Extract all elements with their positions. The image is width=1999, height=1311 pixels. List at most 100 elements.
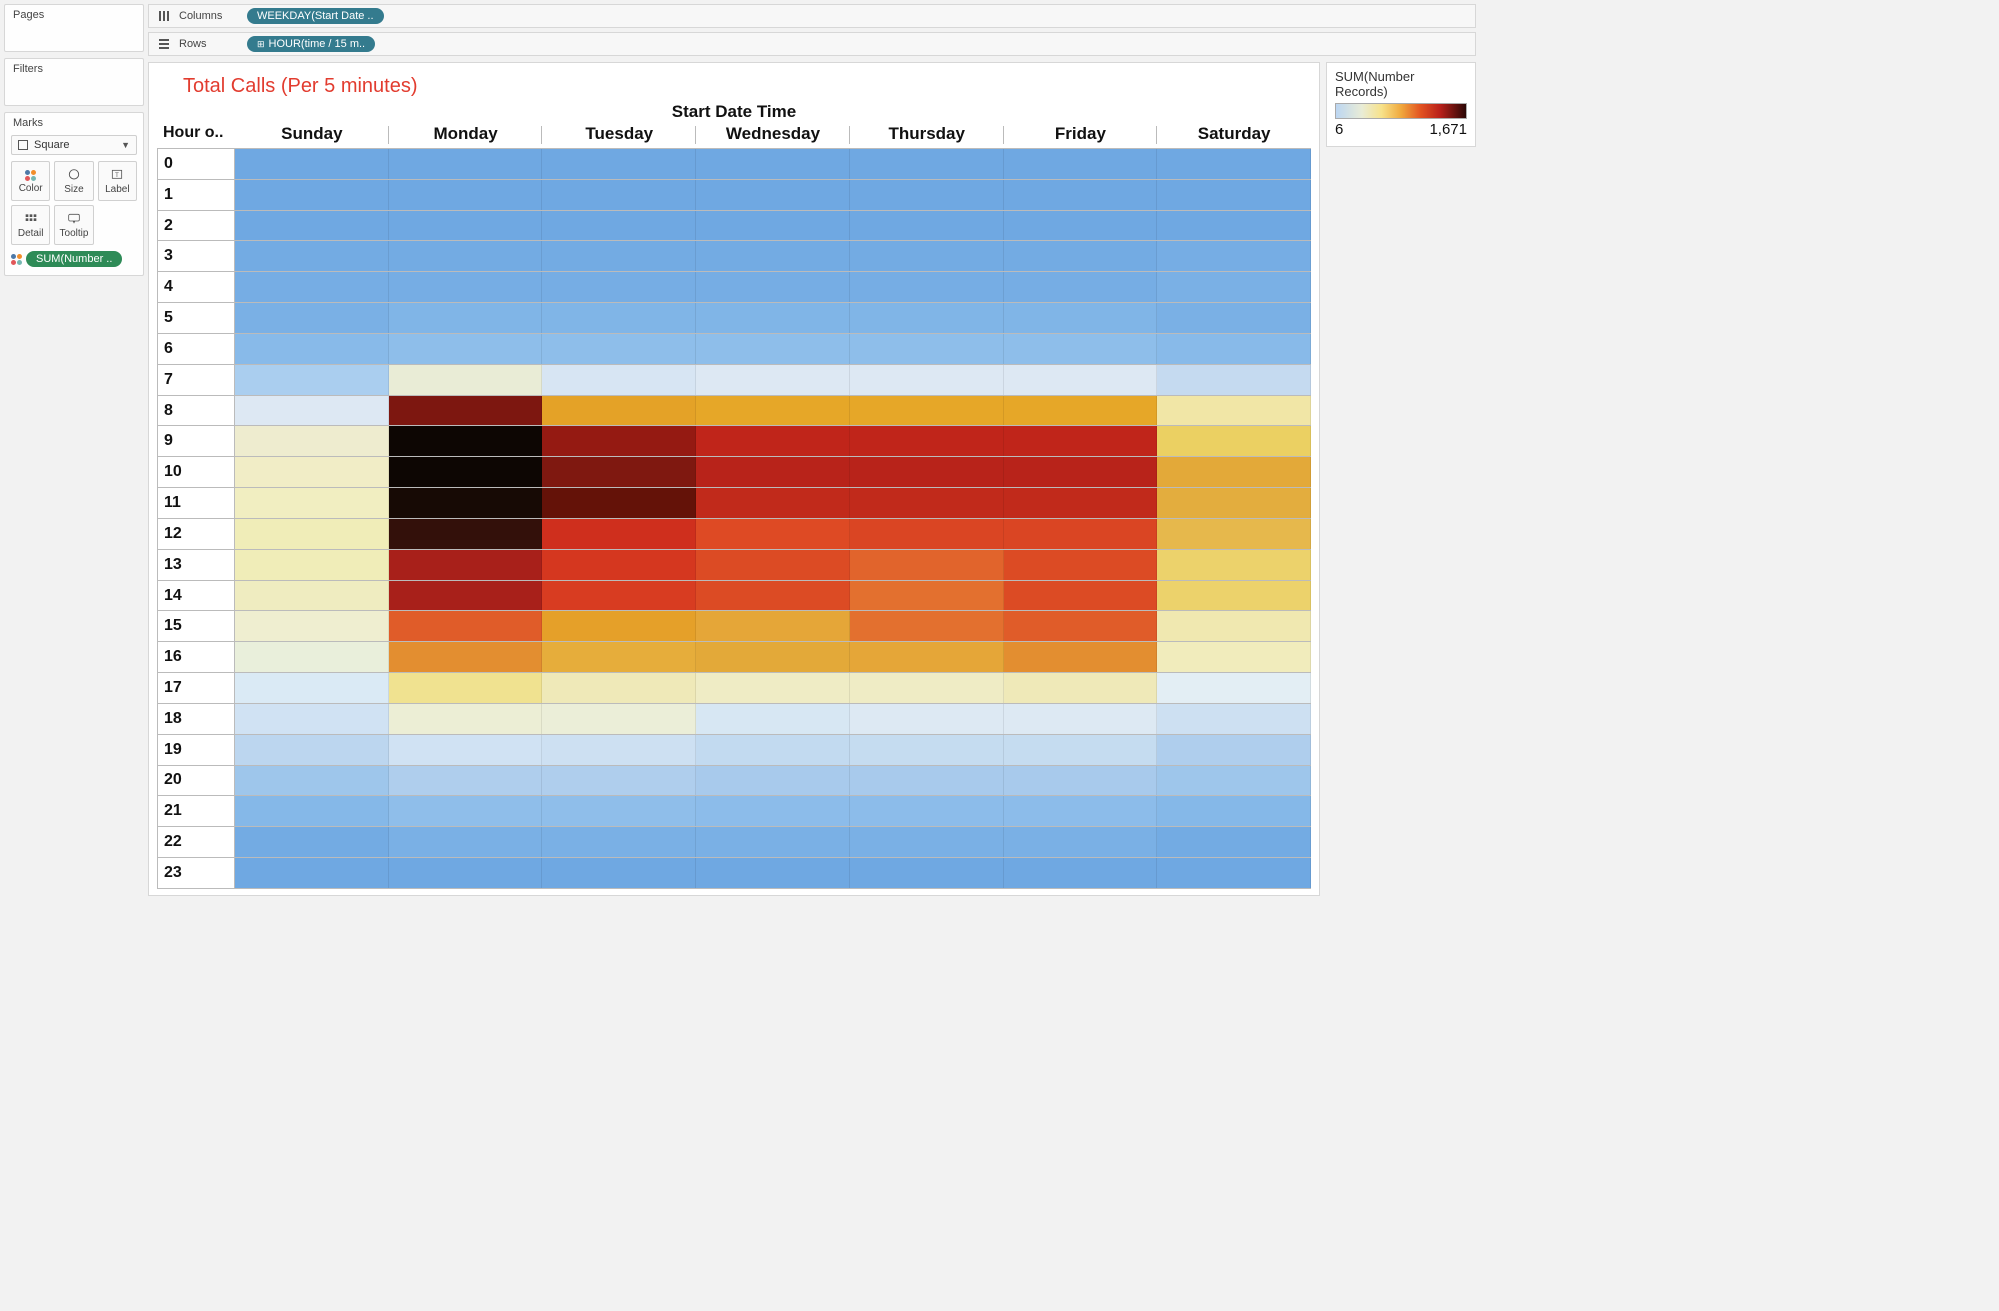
heatmap-cell[interactable] <box>696 611 850 641</box>
heatmap-cell[interactable] <box>235 827 389 857</box>
heatmap-cell[interactable] <box>389 827 543 857</box>
heatmap-cell[interactable] <box>542 149 696 179</box>
row-header[interactable]: 21 <box>157 796 235 826</box>
heatmap-cell[interactable] <box>850 796 1004 826</box>
heatmap-cell[interactable] <box>235 426 389 456</box>
heatmap-cell[interactable] <box>696 272 850 302</box>
heatmap-cell[interactable] <box>696 303 850 333</box>
heatmap-cell[interactable] <box>850 396 1004 426</box>
heatmap-cell[interactable] <box>235 272 389 302</box>
heatmap-cell[interactable] <box>850 211 1004 241</box>
column-header[interactable]: Friday <box>1004 122 1158 148</box>
heatmap-cell[interactable] <box>1157 704 1311 734</box>
column-header[interactable]: Sunday <box>235 122 389 148</box>
heatmap-cell[interactable] <box>542 272 696 302</box>
heatmap-cell[interactable] <box>389 426 543 456</box>
row-header[interactable]: 16 <box>157 642 235 672</box>
heatmap-cell[interactable] <box>389 611 543 641</box>
heatmap-cell[interactable] <box>1004 796 1158 826</box>
heatmap-cell[interactable] <box>696 149 850 179</box>
filters-shelf[interactable]: Filters <box>4 58 144 106</box>
marks-label-button[interactable]: T Label <box>98 161 137 201</box>
heatmap-cell[interactable] <box>1157 396 1311 426</box>
heatmap-cell[interactable] <box>542 858 696 888</box>
heatmap-cell[interactable] <box>542 581 696 611</box>
columns-shelf[interactable]: Columns WEEKDAY(Start Date .. <box>148 4 1476 28</box>
heatmap-cell[interactable] <box>850 642 1004 672</box>
heatmap-cell[interactable] <box>235 457 389 487</box>
column-header[interactable]: Wednesday <box>696 122 850 148</box>
heatmap-cell[interactable] <box>235 519 389 549</box>
heatmap-cell[interactable] <box>235 858 389 888</box>
heatmap-cell[interactable] <box>235 211 389 241</box>
heatmap-cell[interactable] <box>850 519 1004 549</box>
marks-color-button[interactable]: Color <box>11 161 50 201</box>
heatmap-cell[interactable] <box>1004 426 1158 456</box>
heatmap-cell[interactable] <box>1157 180 1311 210</box>
heatmap-cell[interactable] <box>235 581 389 611</box>
heatmap-cell[interactable] <box>389 488 543 518</box>
heatmap-cell[interactable] <box>1004 827 1158 857</box>
heatmap-cell[interactable] <box>389 241 543 271</box>
heatmap-cell[interactable] <box>850 426 1004 456</box>
heatmap-cell[interactable] <box>1157 211 1311 241</box>
heatmap-cell[interactable] <box>389 673 543 703</box>
heatmap-cell[interactable] <box>389 581 543 611</box>
heatmap-cell[interactable] <box>696 673 850 703</box>
heatmap-cell[interactable] <box>542 766 696 796</box>
heatmap-cell[interactable] <box>850 581 1004 611</box>
heatmap-cell[interactable] <box>1004 396 1158 426</box>
heatmap-cell[interactable] <box>696 642 850 672</box>
heatmap-cell[interactable] <box>850 303 1004 333</box>
heatmap-cell[interactable] <box>696 550 850 580</box>
heatmap-cell[interactable] <box>542 396 696 426</box>
heatmap-cell[interactable] <box>1157 365 1311 395</box>
heatmap-cell[interactable] <box>1157 457 1311 487</box>
heatmap-cell[interactable] <box>1157 303 1311 333</box>
heatmap-cell[interactable] <box>542 488 696 518</box>
row-header[interactable]: 22 <box>157 827 235 857</box>
heatmap-cell[interactable] <box>696 241 850 271</box>
heatmap-cell[interactable] <box>542 211 696 241</box>
heatmap-cell[interactable] <box>389 365 543 395</box>
heatmap-cell[interactable] <box>389 211 543 241</box>
heatmap-cell[interactable] <box>696 858 850 888</box>
heatmap-cell[interactable] <box>1004 180 1158 210</box>
row-header[interactable]: 12 <box>157 519 235 549</box>
column-header[interactable]: Saturday <box>1157 122 1311 148</box>
heatmap-cell[interactable] <box>1004 272 1158 302</box>
heatmap-cell[interactable] <box>389 180 543 210</box>
heatmap-cell[interactable] <box>542 735 696 765</box>
heatmap-cell[interactable] <box>850 766 1004 796</box>
row-header[interactable]: 10 <box>157 457 235 487</box>
heatmap-cell[interactable] <box>389 735 543 765</box>
heatmap-cell[interactable] <box>1004 673 1158 703</box>
heatmap-cell[interactable] <box>850 704 1004 734</box>
heatmap-cell[interactable] <box>1004 211 1158 241</box>
heatmap-cell[interactable] <box>696 735 850 765</box>
heatmap-cell[interactable] <box>850 457 1004 487</box>
heatmap-cell[interactable] <box>235 334 389 364</box>
column-header[interactable]: Monday <box>389 122 543 148</box>
row-header[interactable]: 20 <box>157 766 235 796</box>
heatmap-cell[interactable] <box>1004 488 1158 518</box>
heatmap-cell[interactable] <box>1004 611 1158 641</box>
heatmap-cell[interactable] <box>542 673 696 703</box>
heatmap-cell[interactable] <box>1157 272 1311 302</box>
heatmap-cell[interactable] <box>1157 488 1311 518</box>
heatmap-cell[interactable] <box>1157 426 1311 456</box>
row-header[interactable]: 9 <box>157 426 235 456</box>
mark-type-dropdown[interactable]: Square ▼ <box>11 135 137 155</box>
heatmap-cell[interactable] <box>389 303 543 333</box>
heatmap-cell[interactable] <box>235 611 389 641</box>
marks-tooltip-button[interactable]: Tooltip <box>54 205 93 245</box>
row-header[interactable]: 23 <box>157 858 235 888</box>
heatmap-cell[interactable] <box>1004 519 1158 549</box>
heatmap-cell[interactable] <box>1004 581 1158 611</box>
heatmap-cell[interactable] <box>850 735 1004 765</box>
heatmap-cell[interactable] <box>389 396 543 426</box>
row-header[interactable]: 13 <box>157 550 235 580</box>
heatmap-cell[interactable] <box>235 735 389 765</box>
row-header[interactable]: 7 <box>157 365 235 395</box>
heatmap-cell[interactable] <box>1157 149 1311 179</box>
